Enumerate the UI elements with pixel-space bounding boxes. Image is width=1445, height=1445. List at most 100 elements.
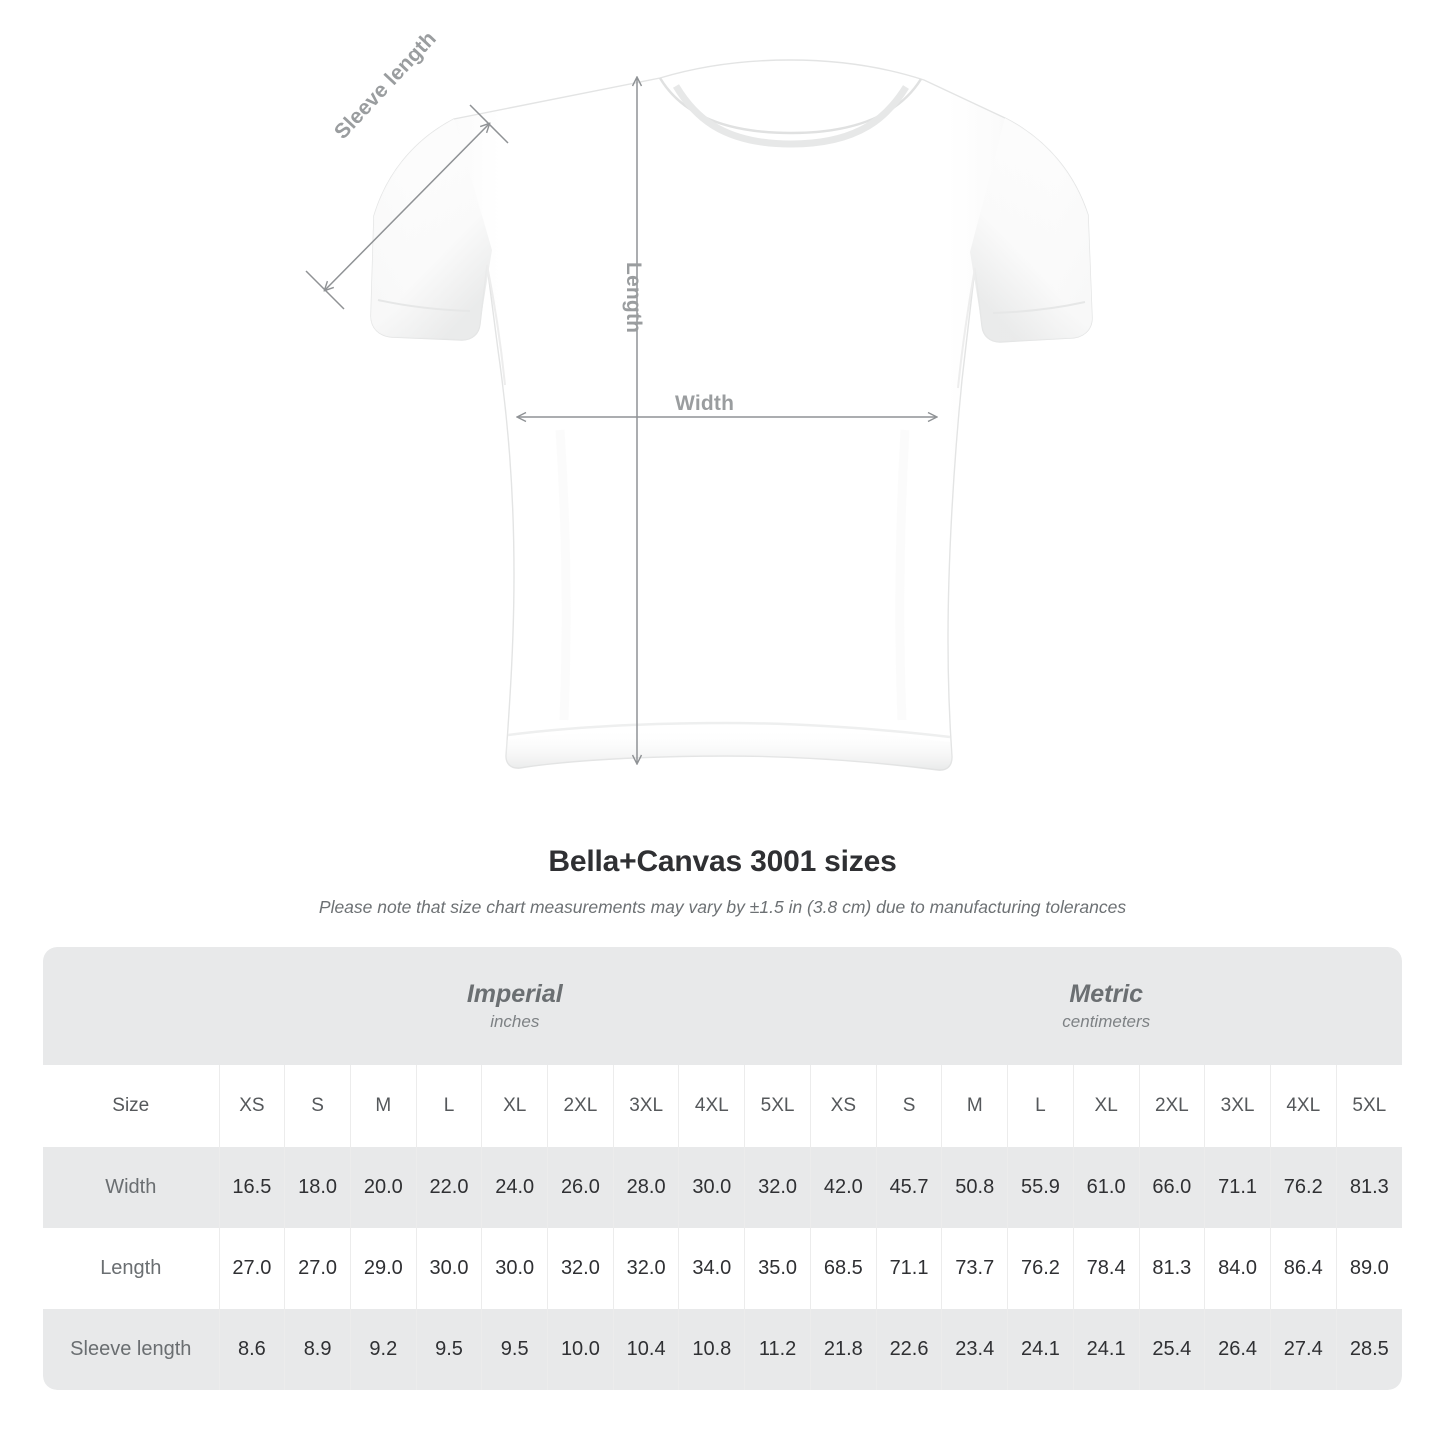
size-header-metric-5xl: 5XL <box>1335 1065 1402 1147</box>
cell-length-imperial-3xl: 32.0 <box>612 1228 679 1309</box>
sleeve-length-arrow <box>325 124 489 290</box>
cell-length-imperial-m: 29.0 <box>349 1228 417 1309</box>
page-title: Bella+Canvas 3001 sizes <box>548 845 897 878</box>
unit-metric-sub: centimeters <box>1062 1012 1151 1032</box>
cell-sleeve-metric-m: 23.4 <box>941 1309 1008 1390</box>
size-header-imperial-s: S <box>284 1065 351 1147</box>
cell-width-metric-2xl: 66.0 <box>1138 1147 1205 1228</box>
cell-length-metric-s: 71.1 <box>875 1228 942 1309</box>
cell-sleeve-imperial-4xl: 10.8 <box>678 1309 745 1390</box>
size-header-corner-label: Size <box>43 1065 220 1147</box>
size-header-metric-l: L <box>1007 1065 1074 1147</box>
tshirt-measurement-diagram: Sleeve length Length Width <box>305 27 1093 771</box>
size-chart-header: Bella+Canvas 3001 sizes Please note that… <box>0 845 1445 918</box>
length-annotation-label: Length <box>622 262 645 334</box>
sleeve-cap-top <box>469 104 509 144</box>
row-label-width: Width <box>43 1147 220 1228</box>
cell-length-metric-2xl: 81.3 <box>1138 1228 1205 1309</box>
cell-length-metric-xl: 78.4 <box>1072 1228 1139 1309</box>
sleeve-cap-bottom <box>305 270 345 310</box>
size-header-imperial-m: M <box>349 1065 417 1147</box>
cell-width-metric-l: 55.9 <box>1007 1147 1074 1228</box>
unit-group-metric: Metric centimeters <box>810 947 1402 1065</box>
cell-length-imperial-5xl: 35.0 <box>744 1228 811 1309</box>
cell-sleeve-metric-s: 22.6 <box>875 1309 942 1390</box>
cell-length-metric-m: 73.7 <box>941 1228 1008 1309</box>
cell-length-imperial-xs: 27.0 <box>218 1228 285 1309</box>
cell-sleeve-imperial-xs: 8.6 <box>218 1309 285 1390</box>
tolerance-note: Please note that size chart measurements… <box>318 897 1127 917</box>
size-header-row: Size XS S M L XL 2XL 3XL 4XL 5XL XS S M … <box>43 1065 1402 1147</box>
size-header-imperial-5xl: 5XL <box>744 1065 811 1147</box>
cell-sleeve-metric-2xl: 25.4 <box>1138 1309 1205 1390</box>
size-header-metric-xs: XS <box>809 1065 877 1147</box>
size-header-metric-4xl: 4XL <box>1269 1065 1337 1147</box>
cell-width-imperial-5xl: 32.0 <box>744 1147 811 1228</box>
tshirt-illustration <box>305 59 1093 771</box>
cell-width-imperial-4xl: 30.0 <box>678 1147 745 1228</box>
cell-width-imperial-3xl: 28.0 <box>612 1147 679 1228</box>
table-row: Sleeve length 8.6 8.9 9.2 9.5 9.5 10.0 1… <box>43 1309 1402 1390</box>
cell-sleeve-metric-3xl: 26.4 <box>1204 1309 1271 1390</box>
cell-sleeve-metric-l: 24.1 <box>1007 1309 1074 1390</box>
size-header-metric-2xl: 2XL <box>1138 1065 1205 1147</box>
row-label-sleeve-length: Sleeve length <box>43 1309 220 1390</box>
cell-width-metric-5xl: 81.3 <box>1335 1147 1402 1228</box>
cell-length-imperial-s: 27.0 <box>284 1228 351 1309</box>
size-header-metric-s: S <box>875 1065 942 1147</box>
size-header-metric-m: M <box>941 1065 1008 1147</box>
cell-length-imperial-2xl: 32.0 <box>547 1228 614 1309</box>
size-header-imperial-xs: XS <box>218 1065 285 1147</box>
cell-width-metric-s: 45.7 <box>875 1147 942 1228</box>
cell-width-imperial-xl: 24.0 <box>481 1147 548 1228</box>
cell-sleeve-imperial-3xl: 10.4 <box>612 1309 679 1390</box>
cell-sleeve-imperial-m: 9.2 <box>349 1309 417 1390</box>
size-header-metric-3xl: 3XL <box>1204 1065 1271 1147</box>
cell-width-metric-4xl: 76.2 <box>1269 1147 1337 1228</box>
size-header-metric-xl: XL <box>1072 1065 1139 1147</box>
unit-banner-spacer <box>43 947 220 1065</box>
unit-group-imperial: Imperial inches <box>219 947 811 1065</box>
cell-width-imperial-s: 18.0 <box>284 1147 351 1228</box>
size-chart-table-container: Imperial inches Metric centimeters Size … <box>43 947 1402 1390</box>
cell-length-imperial-4xl: 34.0 <box>678 1228 745 1309</box>
size-header-imperial-xl: XL <box>481 1065 548 1147</box>
cell-width-imperial-xs: 16.5 <box>218 1147 285 1228</box>
cell-length-metric-3xl: 84.0 <box>1204 1228 1271 1309</box>
cell-width-metric-xs: 42.0 <box>809 1147 877 1228</box>
cell-length-metric-l: 76.2 <box>1007 1228 1074 1309</box>
cell-width-metric-xl: 61.0 <box>1072 1147 1139 1228</box>
size-header-imperial-2xl: 2XL <box>547 1065 614 1147</box>
cell-length-metric-4xl: 86.4 <box>1269 1228 1337 1309</box>
row-label-length: Length <box>43 1228 220 1309</box>
unit-metric-name: Metric <box>1069 979 1144 1008</box>
table-row: Length 27.0 27.0 29.0 30.0 30.0 32.0 32.… <box>43 1228 1402 1309</box>
cell-length-metric-5xl: 89.0 <box>1335 1228 1402 1309</box>
cell-width-imperial-2xl: 26.0 <box>547 1147 614 1228</box>
cell-sleeve-imperial-l: 9.5 <box>415 1309 482 1390</box>
cell-sleeve-imperial-s: 8.9 <box>284 1309 351 1390</box>
cell-sleeve-metric-xs: 21.8 <box>809 1309 877 1390</box>
cell-width-imperial-l: 22.0 <box>415 1147 482 1228</box>
cell-sleeve-metric-xl: 24.1 <box>1072 1309 1139 1390</box>
cell-sleeve-imperial-xl: 9.5 <box>481 1309 548 1390</box>
cell-width-imperial-m: 20.0 <box>349 1147 417 1228</box>
cell-length-imperial-l: 30.0 <box>415 1228 482 1309</box>
cell-width-metric-m: 50.8 <box>941 1147 1008 1228</box>
cell-sleeve-imperial-5xl: 11.2 <box>744 1309 811 1390</box>
unit-banner-row: Imperial inches Metric centimeters <box>43 947 1402 1065</box>
size-header-imperial-3xl: 3XL <box>612 1065 679 1147</box>
measurement-arrows <box>305 78 936 763</box>
size-chart-table: Imperial inches Metric centimeters Size … <box>43 947 1402 1390</box>
cell-sleeve-imperial-2xl: 10.0 <box>547 1309 614 1390</box>
cell-sleeve-metric-5xl: 28.5 <box>1335 1309 1402 1390</box>
cell-length-metric-xs: 68.5 <box>809 1228 877 1309</box>
cell-width-metric-3xl: 71.1 <box>1204 1147 1271 1228</box>
size-header-imperial-4xl: 4XL <box>678 1065 745 1147</box>
table-row: Width 16.5 18.0 20.0 22.0 24.0 26.0 28.0… <box>43 1147 1402 1228</box>
unit-imperial-name: Imperial <box>466 979 563 1008</box>
width-annotation-label: Width <box>675 392 735 415</box>
unit-imperial-sub: inches <box>490 1012 540 1032</box>
cell-sleeve-metric-4xl: 27.4 <box>1269 1309 1337 1390</box>
size-header-imperial-l: L <box>415 1065 482 1147</box>
